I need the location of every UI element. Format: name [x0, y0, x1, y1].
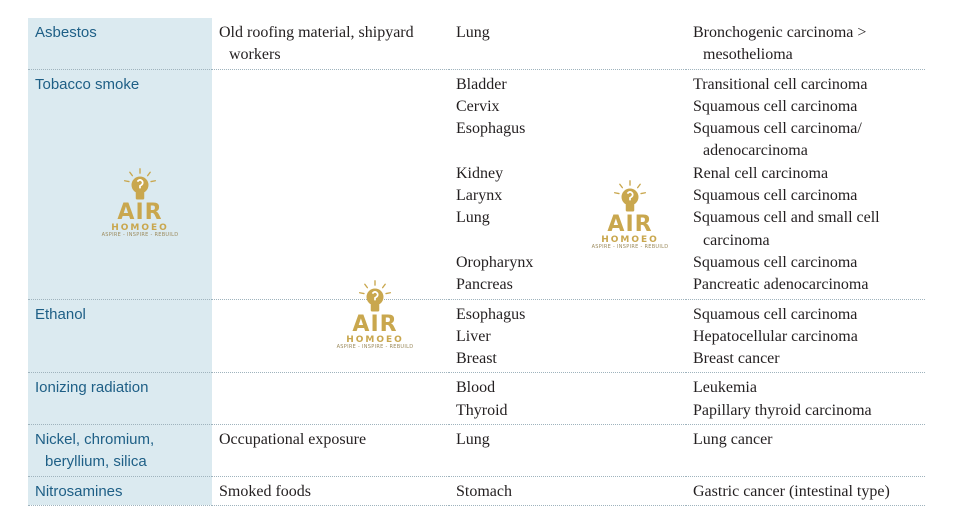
organs-cell: Esophagus Liver Breast: [449, 299, 686, 374]
organs-line: Kidney: [456, 164, 504, 182]
watermark-brand: AIR: [352, 312, 398, 337]
source-line: workers: [229, 46, 281, 64]
organs-cell: Lung: [449, 424, 686, 477]
organs-line: Blood: [456, 379, 496, 397]
organs-line: Oropharynx: [456, 253, 534, 271]
agent-cell: Ionizing radiation: [28, 372, 212, 426]
lightbulb-head-icon: [124, 168, 156, 200]
agent-cell: Ethanol: [28, 299, 212, 374]
source-line: Occupational exposure: [219, 431, 367, 449]
organs-cell: Bladder Cervix Esophagus Kidney Larynx Lung Or…: [449, 69, 686, 300]
agent-line: Nickel, chromium,: [35, 431, 155, 449]
agent-cell: Nickel, chromium, beryllium, silica: [28, 424, 212, 477]
table-body: Asbestos Old roofing material, shipyard wo…: [28, 18, 925, 506]
cancers-line: Lung cancer: [693, 431, 773, 449]
cancers-line: Squamous cell carcinoma: [693, 187, 858, 205]
organs-line: Thyroid: [456, 401, 508, 419]
table-row: Nitrosamines Smoked foods Stomach Gastric c…: [28, 476, 925, 506]
organs-line: Esophagus: [456, 305, 526, 323]
table-row: Nickel, chromium, beryllium, silica Occupa…: [28, 424, 925, 477]
watermark-tagline: ASPIRE - INSPIRE - REBUILD: [591, 244, 669, 250]
table-row: Asbestos Old roofing material, shipyard wo…: [28, 18, 925, 70]
cancers-line: Leukemia: [693, 379, 757, 397]
cancers-line: Papillary thyroid carcinoma: [693, 401, 872, 419]
cancers-line: Squamous cell carcinoma: [693, 97, 858, 115]
line-gap: [456, 140, 680, 162]
agent-line: Ionizing radiation: [35, 379, 149, 397]
organs-line: Esophagus: [456, 120, 526, 138]
watermark-tagline: ASPIRE - INSPIRE - REBUILD: [101, 232, 179, 238]
organs-line: Pancreas: [456, 276, 513, 294]
source-line: Smoked foods: [219, 482, 311, 500]
cancers-line: mesothelioma: [703, 46, 793, 64]
watermark-brand: AIR: [117, 200, 163, 225]
cancers-line: Squamous cell and small cell: [693, 209, 880, 227]
source-line: Old roofing material, shipyard: [219, 24, 414, 41]
watermark-sub: HOMOEO: [601, 235, 659, 245]
table-row: Ionizing radiation Blood Thyroid Leukemia Pa…: [28, 372, 925, 426]
source-cell: Smoked foods: [212, 476, 449, 506]
watermark-brand: AIR: [607, 212, 653, 237]
table-row: Tobacco smoke Bladder Cervix Esophagus Kidne…: [28, 69, 925, 300]
organs-cell: Lung: [449, 18, 686, 70]
agent-line: Ethanol: [35, 305, 86, 323]
cancers-line: Transitional cell carcinoma: [693, 75, 868, 93]
cancers-line: adenocarcinoma: [703, 142, 808, 160]
source-cell: [212, 69, 449, 300]
cancers-line: Hepatocellular carcinoma: [693, 327, 858, 345]
agent-line: Asbestos: [35, 24, 97, 41]
organs-line: Lung: [456, 209, 490, 227]
agent-line: Nitrosamines: [35, 482, 123, 500]
watermark-tagline: ASPIRE - INSPIRE - REBUILD: [336, 344, 414, 350]
cancers-cell: Squamous cell carcinoma Hepatocellular ca…: [686, 299, 925, 374]
source-cell: [212, 372, 449, 426]
source-cell: Old roofing material, shipyard workers: [212, 18, 449, 70]
organs-cell: Blood Thyroid: [449, 372, 686, 426]
cancers-line: Squamous cell carcinoma: [693, 253, 858, 271]
agent-cell: Nitrosamines: [28, 476, 212, 506]
lightbulb-head-icon: [359, 280, 391, 312]
watermark-logo: AIR HOMOEO ASPIRE - INSPIRE - REBUILD: [585, 180, 675, 250]
cancers-line: Squamous cell carcinoma: [693, 305, 858, 323]
watermark-sub: HOMOEO: [346, 335, 404, 345]
organs-line: Lung: [456, 24, 490, 41]
organs-line: Larynx: [456, 187, 503, 205]
organs-line: Lung: [456, 431, 490, 449]
table-row: Ethanol Esophagus Liver Breast Squamous cell…: [28, 299, 925, 374]
organs-line: Liver: [456, 327, 491, 345]
watermark-logo: AIR HOMOEO ASPIRE - INSPIRE - REBUILD: [95, 168, 185, 238]
cancers-line: Squamous cell carcinoma/: [693, 120, 862, 138]
carcinogen-table: Asbestos Old roofing material, shipyard wo…: [28, 18, 925, 506]
lightbulb-head-icon: [614, 180, 646, 212]
agent-cell: Asbestos: [28, 18, 212, 70]
source-cell: Occupational exposure: [212, 424, 449, 477]
cancers-line: Renal cell carcinoma: [693, 164, 829, 182]
source-cell: [212, 299, 449, 374]
agent-cell: Tobacco smoke: [28, 69, 212, 300]
cancers-cell: Lung cancer: [686, 424, 925, 477]
cancers-line: Breast cancer: [693, 350, 780, 368]
cancers-cell: Gastric cancer (intestinal type): [686, 476, 925, 506]
cancers-line: Pancreatic adenocarcinoma: [693, 276, 869, 294]
watermark-logo: AIR HOMOEO ASPIRE - INSPIRE - REBUILD: [330, 280, 420, 350]
cancers-cell: Leukemia Papillary thyroid carcinoma: [686, 372, 925, 426]
organs-cell: Stomach: [449, 476, 686, 506]
organs-line: Stomach: [456, 482, 512, 500]
cancers-line: Bronchogenic carcinoma >: [693, 24, 867, 41]
cancers-line: carcinoma: [703, 231, 770, 249]
agent-line: Tobacco smoke: [35, 75, 140, 93]
watermark-sub: HOMOEO: [111, 223, 169, 233]
cancers-cell: Bronchogenic carcinoma > mesothelioma: [686, 18, 925, 70]
cancers-cell: Transitional cell carcinoma Squamous cell…: [686, 69, 925, 300]
organs-line: Cervix: [456, 97, 500, 115]
cancers-line: Gastric cancer (intestinal type): [693, 482, 890, 500]
organs-line: Breast: [456, 350, 497, 368]
agent-line: beryllium, silica: [45, 453, 147, 471]
organs-line: Bladder: [456, 75, 507, 93]
